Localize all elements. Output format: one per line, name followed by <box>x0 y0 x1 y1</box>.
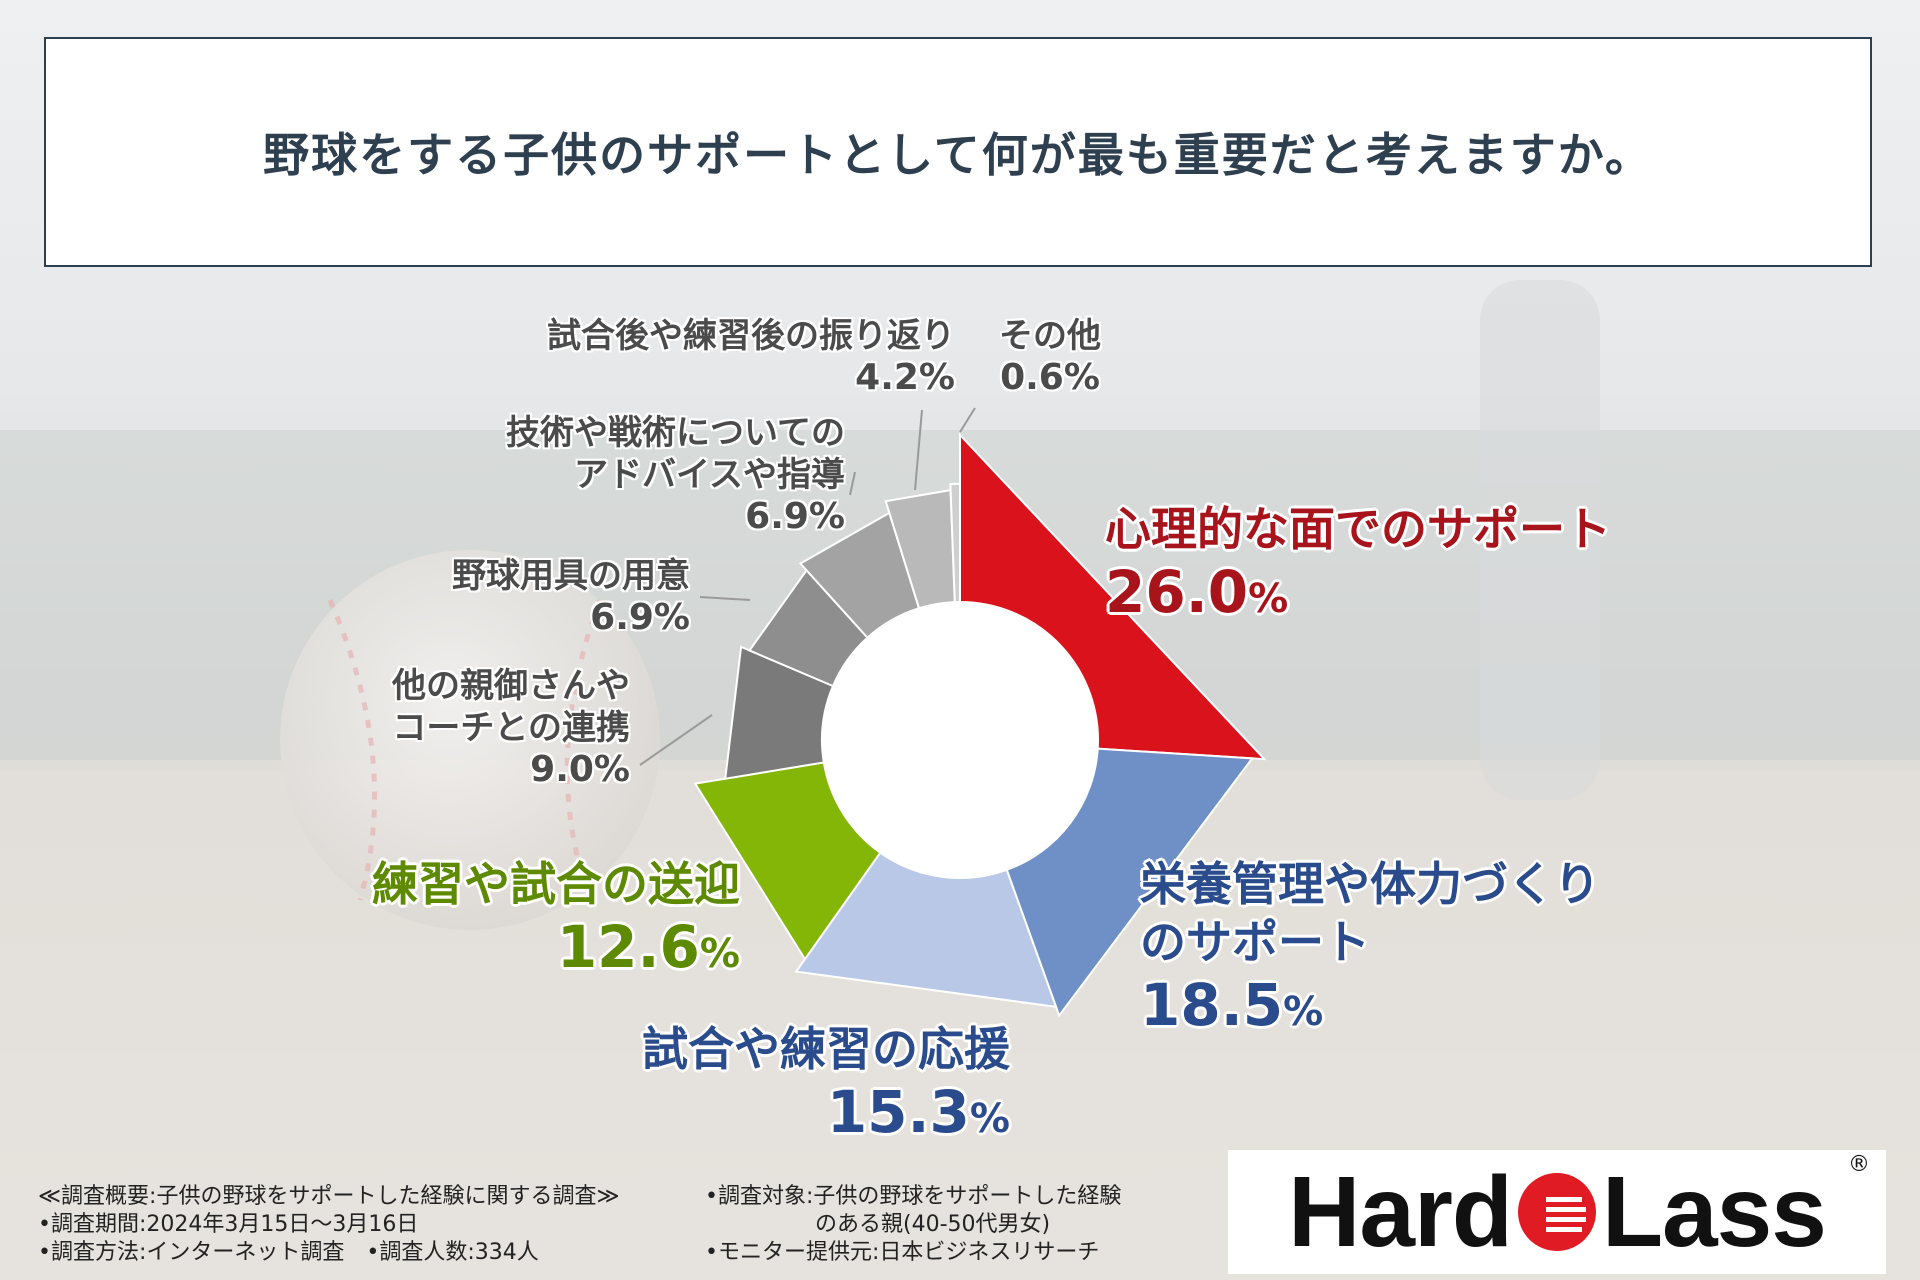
label-review: 試合後や練習後の振り返り 4.2% <box>515 315 955 398</box>
label-psych: 心理的な面でのサポート 26.0% <box>1105 500 1611 626</box>
label-other: その他 0.6% <box>990 315 1110 398</box>
leader-line <box>959 407 976 433</box>
label-gear-value: 6.9% <box>590 597 690 638</box>
label-pickup-value: 12.6% <box>556 913 740 981</box>
label-cheer-value: 15.3% <box>826 1078 1010 1146</box>
label-pickup-name: 練習や試合の送迎 <box>372 857 740 911</box>
logo-text-right: Lass <box>1601 1155 1827 1268</box>
label-review-name: 試合後や練習後の振り返り <box>547 316 955 356</box>
page-title: 野球をする子供のサポートとして何が最も重要だと考えますか。 <box>263 128 1653 182</box>
leader-line <box>849 471 856 496</box>
label-advice-value: 6.9% <box>745 496 845 537</box>
survey-monitor: •モニター提供元:日本ビジネスリサーチ <box>705 1240 1100 1265</box>
hardlass-logo: Hard Lass ® <box>1228 1150 1886 1274</box>
label-cheer-name: 試合や練習の応援 <box>642 1022 1010 1076</box>
survey-target: •調査対象:子供の野球をサポートした経験 のある親(40-50代男女) •モニタ… <box>705 1183 1121 1267</box>
label-psych-value: 26.0% <box>1105 558 1289 626</box>
label-advice-line2: アドバイスや指導 <box>574 455 845 495</box>
survey-target-line1: •調査対象:子供の野球をサポートした経験 <box>705 1184 1122 1209</box>
label-other-name: その他 <box>999 316 1101 356</box>
label-cheer: 試合や練習の応援 15.3% <box>615 1020 1010 1146</box>
leader-line <box>699 596 751 601</box>
label-gear-name: 野球用具の用意 <box>452 556 690 596</box>
leader-line <box>639 714 713 766</box>
survey-period: •調査期間:2024年3月15日～3月16日 <box>38 1212 419 1237</box>
label-review-value: 4.2% <box>855 357 955 398</box>
registered-mark: ® <box>1848 1152 1870 1177</box>
survey-method: •調査方法:インターネット調査 •調査人数:334人 <box>38 1240 539 1265</box>
label-psych-name: 心理的な面でのサポート <box>1105 502 1611 556</box>
label-nutrition-value: 18.5% <box>1140 971 1324 1039</box>
label-advice: 技術や戦術についての アドバイスや指導 6.9% <box>460 412 845 537</box>
label-parents: 他の親御さんや コーチとの連携 9.0% <box>330 665 630 790</box>
label-advice-line1: 技術や戦術についての <box>506 413 845 453</box>
logo-red-ball-icon <box>1517 1173 1596 1251</box>
survey-target-line2: のある親(40-50代男女) <box>705 1212 1051 1237</box>
label-nutrition-line2: のサポート <box>1140 915 1370 969</box>
label-other-value: 0.6% <box>1000 357 1100 398</box>
survey-overview: ≪調査概要:子供の野球をサポートした経験に関する調査≫ •調査期間:2024年3… <box>38 1183 619 1267</box>
logo-text-left: Hard <box>1288 1155 1513 1268</box>
label-parents-line2: コーチとの連携 <box>392 708 630 748</box>
leader-line <box>914 409 923 491</box>
donut-hole <box>822 602 1098 878</box>
label-parents-value: 9.0% <box>530 749 630 790</box>
title-box: 野球をする子供のサポートとして何が最も重要だと考えますか。 <box>44 37 1872 267</box>
label-parents-line1: 他の親御さんや <box>392 666 630 706</box>
survey-title: ≪調査概要:子供の野球をサポートした経験に関する調査≫ <box>38 1184 620 1209</box>
label-pickup: 練習や試合の送迎 12.6% <box>335 855 740 981</box>
label-nutrition-line1: 栄養管理や体力づくり <box>1140 857 1600 911</box>
label-gear: 野球用具の用意 6.9% <box>420 555 690 638</box>
label-nutrition: 栄養管理や体力づくり のサポート 18.5% <box>1140 855 1600 1039</box>
